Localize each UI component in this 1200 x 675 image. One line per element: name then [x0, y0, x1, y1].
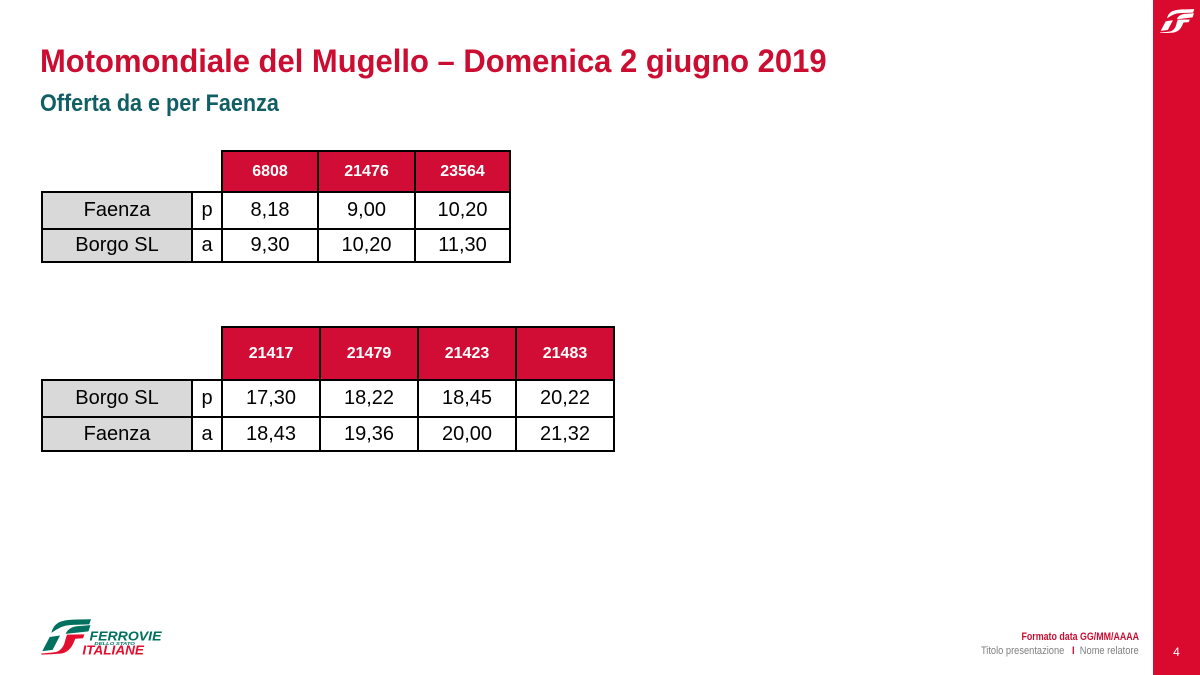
svg-text:FERROVIE: FERROVIE: [90, 629, 163, 643]
svg-text:ITALIANE: ITALIANE: [82, 643, 144, 658]
svg-text:DELLO STATO: DELLO STATO: [94, 641, 135, 647]
